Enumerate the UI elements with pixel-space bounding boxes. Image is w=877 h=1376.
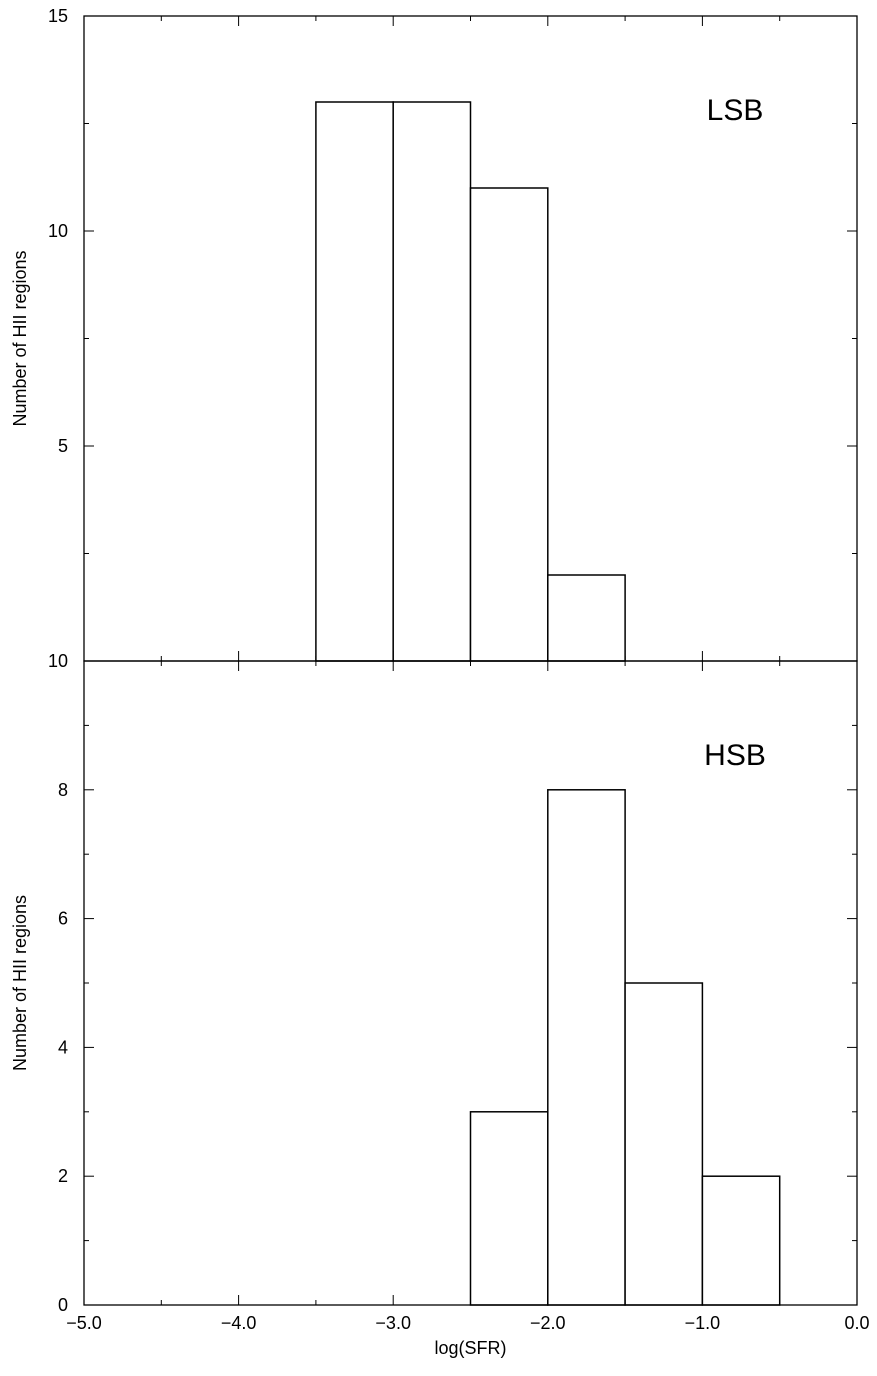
- lsb-panel: 5 10 15 Number of HII regions LSB: [10, 6, 858, 662]
- x-tick-label: −4.0: [221, 1313, 257, 1333]
- y-tick-label: 15: [48, 6, 68, 26]
- y-tick-label: 6: [58, 909, 68, 929]
- histogram-bar: [624, 982, 704, 1306]
- y-axis-title: Number of HII regions: [10, 250, 30, 426]
- y-tick-label: 5: [58, 436, 68, 456]
- y-tick-label: 0: [58, 1295, 68, 1315]
- x-axis-title: log(SFR): [434, 1338, 506, 1358]
- histogram-bar: [547, 789, 626, 1306]
- x-tick-label: −5.0: [66, 1313, 102, 1333]
- x-tick-label: −3.0: [375, 1313, 411, 1333]
- x-tick-label: −1.0: [685, 1313, 721, 1333]
- y-axis-title: Number of HII regions: [10, 895, 30, 1071]
- y-tick-label: 2: [58, 1166, 68, 1186]
- panel-annotation: HSB: [704, 739, 766, 772]
- histogram-bar: [469, 1111, 549, 1306]
- hsb-panel: 0 2 4 6 8 10 −5.0 −4.0 −3.0 −2.0 −1.0 0.0 Number of …: [10, 651, 870, 1358]
- histogram-bar: [315, 101, 394, 662]
- y-tick-label: 10: [48, 651, 68, 671]
- histogram-bar: [547, 574, 626, 662]
- histogram-bar: [392, 101, 472, 662]
- histogram-bar: [701, 1175, 781, 1306]
- y-tick-label: 8: [58, 780, 68, 800]
- histogram-bar: [469, 187, 549, 662]
- y-tick-label: 10: [48, 221, 68, 241]
- y-tick-label: 4: [58, 1037, 68, 1057]
- x-tick-label: −2.0: [530, 1313, 566, 1333]
- x-tick-label: 0.0: [844, 1313, 869, 1333]
- panel-annotation: LSB: [707, 94, 764, 127]
